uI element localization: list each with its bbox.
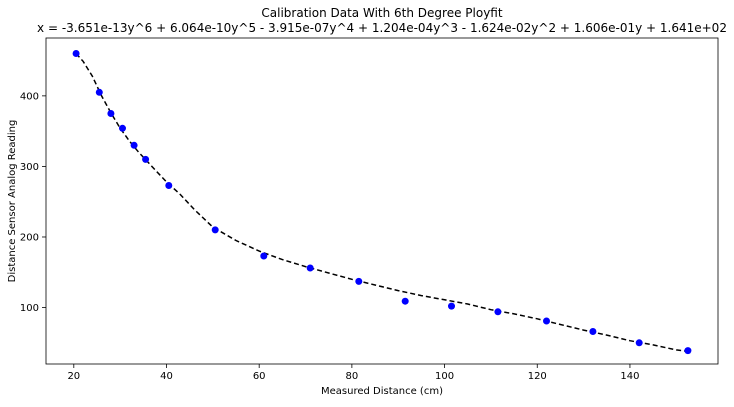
- data-point: [589, 328, 597, 335]
- data-point: [448, 302, 455, 310]
- chart-title: Calibration Data With 6th Degree Ployfit: [261, 6, 502, 20]
- chart-subtitle: x = -3.651e-13y^6 + 6.064e-10y^5 - 3.915…: [37, 21, 727, 35]
- x-tick-label: 100: [435, 371, 454, 382]
- y-axis-label: Distance Sensor Analog Reading: [7, 120, 18, 283]
- data-point: [107, 110, 115, 117]
- data-point: [119, 124, 126, 132]
- y-tick-label: 400: [20, 91, 39, 102]
- data-point: [211, 226, 219, 234]
- data-point: [684, 347, 692, 355]
- data-point: [95, 88, 103, 96]
- data-point: [130, 141, 138, 149]
- data-point: [635, 339, 643, 347]
- y-tick-label: 200: [20, 232, 39, 243]
- x-tick-label: 20: [67, 371, 80, 382]
- x-tick-label: 60: [253, 371, 266, 382]
- data-point: [260, 252, 268, 260]
- data-point: [401, 297, 409, 305]
- plot-area: [45, 37, 719, 365]
- data-point: [543, 317, 550, 325]
- data-point: [165, 182, 173, 189]
- fit-curve-line: [75, 52, 688, 353]
- data-point: [306, 264, 314, 272]
- data-point: [72, 50, 80, 57]
- y-tick-label: 100: [20, 303, 39, 314]
- x-tick-label: 120: [528, 371, 547, 382]
- x-tick-label: 40: [160, 371, 173, 382]
- data-point: [355, 277, 363, 285]
- x-tick-label: 140: [620, 371, 639, 382]
- axis-ticks: 20 40 60 80 100 120 140 100 200 300 400: [20, 91, 640, 382]
- y-tick-label: 300: [20, 162, 39, 173]
- chart-marks: [72, 50, 692, 355]
- x-axis-label: Measured Distance (cm): [321, 386, 443, 397]
- x-tick-label: 80: [346, 371, 359, 382]
- data-point: [494, 308, 502, 316]
- data-point: [142, 155, 150, 163]
